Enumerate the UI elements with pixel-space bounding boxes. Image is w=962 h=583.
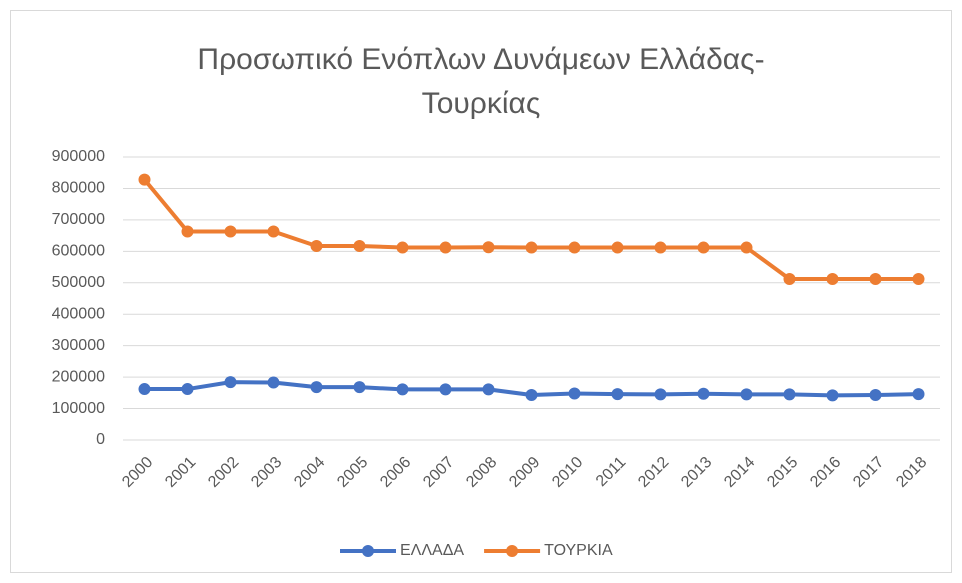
point [310,381,323,394]
point [697,387,710,400]
point [267,376,280,389]
point [783,388,796,401]
point [439,241,452,254]
y-tick-label: 800000 [52,180,105,197]
point [224,376,237,389]
point [869,273,882,286]
point [138,173,151,186]
y-tick-label: 500000 [52,274,105,291]
point [654,241,667,254]
point [310,239,323,252]
point [568,241,581,254]
point [353,239,366,252]
legend-label: ΤΟΥΡΚΙΑ [544,542,613,559]
y-tick-label: 600000 [52,243,105,260]
y-tick-label: 300000 [52,337,105,354]
legend-label: ΕΛΛΑΔΑ [400,542,464,559]
y-tick-label: 700000 [52,211,105,228]
point [181,225,194,238]
point [224,225,237,238]
point [138,383,151,396]
point [783,273,796,286]
point [826,389,839,402]
point [611,241,624,254]
y-tick-label: 900000 [52,148,105,165]
point [912,388,925,401]
point [525,241,538,254]
point [439,383,452,396]
point [740,388,753,401]
y-tick-label: 100000 [52,400,105,417]
point [912,273,925,286]
point [525,389,538,402]
point [353,381,366,394]
point [826,273,839,286]
point [396,241,409,254]
chart-border [10,10,952,573]
point [869,389,882,402]
point [396,383,409,396]
point [740,241,753,254]
legend-marker [362,545,374,557]
y-tick-label: 200000 [52,368,105,385]
point [611,388,624,401]
point [482,241,495,254]
point [568,387,581,400]
y-tick-label: 400000 [52,305,105,322]
point [697,241,710,254]
chart-title: Προσωπικό Ενόπλων Δυνάμεων Ελλάδας-Τουρκ… [197,43,765,120]
point [482,383,495,396]
point [267,225,280,238]
y-tick-label: 0 [96,431,105,448]
point [654,388,667,401]
legend-marker [506,545,519,557]
point [181,383,194,396]
